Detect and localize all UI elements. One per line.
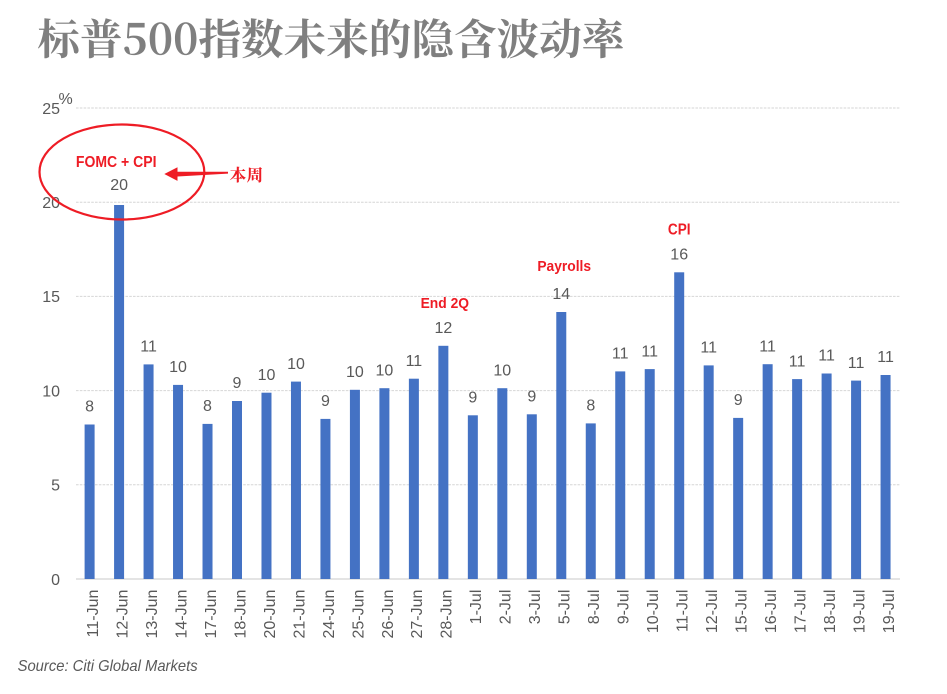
svg-text:10: 10 xyxy=(42,384,60,401)
svg-text:12-Jun: 12-Jun xyxy=(114,590,131,639)
svg-text:10: 10 xyxy=(346,364,364,381)
svg-text:11: 11 xyxy=(140,339,157,356)
svg-text:11-Jun: 11-Jun xyxy=(85,590,102,638)
svg-text:8-Jul: 8-Jul xyxy=(586,590,603,625)
svg-text:25: 25 xyxy=(42,101,60,118)
svg-text:19-Jul: 19-Jul xyxy=(881,590,898,634)
svg-text:24-Jun: 24-Jun xyxy=(321,590,338,639)
svg-text:10: 10 xyxy=(376,362,394,379)
svg-text:%: % xyxy=(59,91,73,108)
svg-text:14-Jun: 14-Jun xyxy=(173,590,190,639)
svg-text:12-Jul: 12-Jul xyxy=(704,590,721,634)
svg-text:8: 8 xyxy=(85,399,94,416)
svg-text:26-Jun: 26-Jun xyxy=(380,590,397,639)
svg-text:5: 5 xyxy=(51,478,60,495)
svg-text:25-Jun: 25-Jun xyxy=(350,590,367,639)
svg-text:10-Jul: 10-Jul xyxy=(645,590,662,634)
svg-text:11: 11 xyxy=(406,353,423,370)
svg-text:16: 16 xyxy=(670,247,688,264)
svg-text:20: 20 xyxy=(110,177,128,194)
svg-text:9: 9 xyxy=(321,393,330,410)
svg-text:15: 15 xyxy=(42,289,60,306)
svg-text:17-Jul: 17-Jul xyxy=(793,590,810,634)
svg-text:8: 8 xyxy=(586,398,595,415)
svg-text:CPI: CPI xyxy=(668,221,691,238)
svg-text:28-Jun: 28-Jun xyxy=(439,590,456,639)
svg-text:8: 8 xyxy=(203,398,212,415)
svg-text:11: 11 xyxy=(789,353,806,370)
svg-text:11: 11 xyxy=(848,355,865,372)
svg-text:14: 14 xyxy=(552,286,570,303)
svg-text:10: 10 xyxy=(258,367,276,384)
svg-text:2-Jul: 2-Jul xyxy=(498,590,515,625)
svg-text:Payrolls: Payrolls xyxy=(537,259,591,276)
svg-text:Source: Citi Global Markets: Source: Citi Global Markets xyxy=(18,658,198,675)
svg-text:9: 9 xyxy=(468,390,477,407)
svg-text:11-Jul: 11-Jul xyxy=(675,590,692,632)
svg-text:1-Jul: 1-Jul xyxy=(468,590,485,625)
svg-text:11: 11 xyxy=(759,338,776,355)
svg-text:18-Jul: 18-Jul xyxy=(822,590,839,634)
svg-text:18-Jun: 18-Jun xyxy=(232,590,249,639)
svg-text:9: 9 xyxy=(734,392,743,409)
svg-text:17-Jun: 17-Jun xyxy=(203,590,220,639)
svg-text:3-Jul: 3-Jul xyxy=(527,590,544,625)
svg-text:0: 0 xyxy=(51,572,60,589)
svg-text:15-Jul: 15-Jul xyxy=(734,590,751,634)
svg-text:5-Jul: 5-Jul xyxy=(557,590,574,625)
svg-text:16-Jul: 16-Jul xyxy=(763,590,780,634)
svg-text:9: 9 xyxy=(527,389,536,406)
svg-text:10: 10 xyxy=(169,359,187,376)
svg-text:End 2Q: End 2Q xyxy=(421,296,469,312)
svg-text:11: 11 xyxy=(641,343,658,360)
svg-text:11: 11 xyxy=(700,340,717,357)
svg-text:11: 11 xyxy=(877,349,894,366)
svg-text:FOMC + CPI: FOMC + CPI xyxy=(76,153,157,171)
svg-text:13-Jun: 13-Jun xyxy=(144,590,161,639)
svg-text:11: 11 xyxy=(612,346,629,363)
svg-text:11: 11 xyxy=(818,348,835,365)
svg-text:12: 12 xyxy=(435,320,453,337)
svg-text:10: 10 xyxy=(493,362,511,379)
svg-text:19-Jul: 19-Jul xyxy=(851,590,868,634)
svg-text:10: 10 xyxy=(287,356,305,373)
svg-text:9-Jul: 9-Jul xyxy=(616,590,633,625)
svg-text:20-Jun: 20-Jun xyxy=(262,590,279,639)
svg-text:27-Jun: 27-Jun xyxy=(409,590,426,639)
svg-text:21-Jun: 21-Jun xyxy=(291,590,308,639)
svg-text:9: 9 xyxy=(233,375,242,392)
